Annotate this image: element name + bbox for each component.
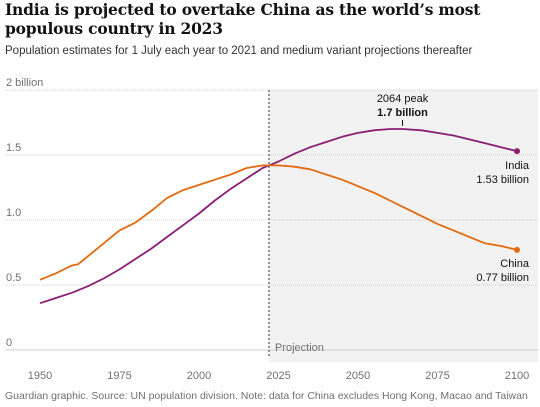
chart-title: India is projected to overtake China as …	[5, 0, 481, 38]
peak-value-label: 1.7 billion	[377, 107, 428, 119]
source-note: Guardian graphic. Source: UN population …	[5, 390, 528, 402]
series-line-china	[39, 164, 518, 281]
y-tick-label: 1.5	[6, 142, 21, 154]
peak-year-label: 2064 peak	[377, 93, 429, 105]
projection-label: Projection	[275, 342, 324, 354]
x-tick-label: 2075	[425, 370, 449, 382]
y-tick-label: 2 billion	[6, 77, 43, 89]
series-line-india	[39, 128, 518, 305]
x-tick-label: 1975	[107, 370, 131, 382]
china-end-value: 0.77 billion	[476, 272, 529, 284]
china-end-name: China	[500, 258, 530, 270]
india-end-name: India	[505, 160, 530, 172]
india-end-value: 1.53 billion	[476, 174, 529, 186]
series-endpoint-india	[514, 148, 520, 155]
x-tick-label: 2100	[505, 370, 529, 382]
projection-region	[268, 90, 538, 362]
y-tick-label: 0	[6, 337, 12, 349]
y-tick-label: 0.5	[6, 272, 21, 284]
x-tick-label: 2050	[346, 370, 370, 382]
x-tick-label: 2000	[187, 370, 211, 382]
chart-subtitle: Population estimates for 1 July each yea…	[5, 45, 473, 57]
x-tick-label: 2025	[266, 370, 290, 382]
series-endpoint-china	[514, 246, 520, 253]
y-tick-label: 1.0	[6, 207, 21, 219]
x-tick-label: 1950	[28, 370, 52, 382]
